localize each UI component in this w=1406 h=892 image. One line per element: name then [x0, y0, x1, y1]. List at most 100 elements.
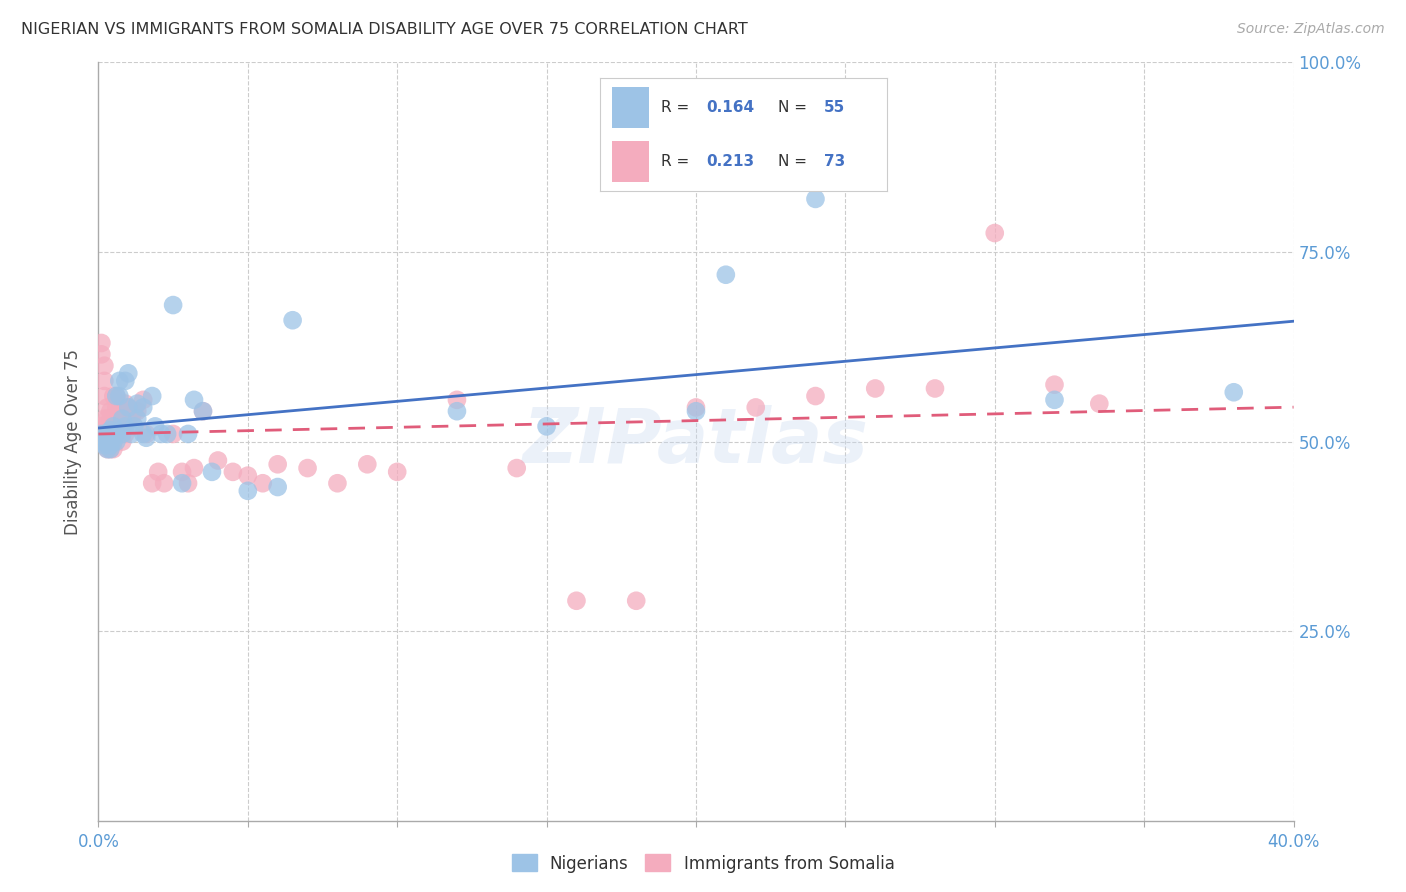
Point: [626, 594, 648, 608]
Point: [132, 392, 155, 407]
Point: [162, 427, 184, 442]
Point: [156, 427, 179, 442]
Point: [90, 427, 112, 442]
Point: [132, 427, 155, 442]
Point: [93, 374, 115, 388]
Point: [98, 404, 122, 418]
Point: [183, 392, 205, 407]
Point: [96, 442, 118, 457]
Point: [1043, 392, 1066, 407]
Point: [148, 465, 170, 479]
Point: [1043, 377, 1066, 392]
Point: [105, 401, 128, 415]
Point: [141, 476, 163, 491]
Legend: Nigerians, Immigrants from Somalia: Nigerians, Immigrants from Somalia: [505, 847, 901, 880]
Point: [150, 427, 173, 442]
Point: [143, 419, 166, 434]
Point: [96, 442, 118, 457]
Point: [984, 226, 1007, 240]
Point: [96, 427, 118, 442]
Point: [108, 374, 131, 388]
Point: [127, 396, 149, 410]
Point: [93, 359, 115, 373]
Point: [108, 419, 131, 434]
Point: [120, 427, 142, 442]
Point: [90, 419, 112, 434]
Point: [105, 389, 128, 403]
Point: [103, 419, 125, 434]
Point: [98, 423, 122, 437]
Point: [90, 434, 112, 449]
Point: [93, 427, 115, 442]
Point: [804, 389, 827, 403]
Point: [124, 419, 146, 434]
Point: [924, 382, 946, 396]
Point: [536, 419, 558, 434]
Point: [281, 313, 304, 327]
Point: [685, 401, 707, 415]
Point: [96, 431, 118, 445]
Point: [236, 468, 259, 483]
Point: [114, 396, 136, 410]
Point: [120, 412, 142, 426]
Point: [103, 434, 125, 449]
Point: [103, 434, 125, 449]
Point: [267, 480, 290, 494]
Point: [267, 458, 290, 472]
Point: [103, 427, 125, 442]
Point: [103, 389, 125, 403]
Point: [98, 438, 122, 452]
Point: [105, 434, 128, 449]
Point: [385, 465, 409, 479]
Point: [96, 434, 118, 449]
Point: [111, 434, 134, 449]
Point: [446, 404, 468, 418]
Point: [141, 389, 163, 403]
Point: [1088, 396, 1111, 410]
Point: [1223, 385, 1246, 400]
Point: [127, 404, 149, 418]
Point: [356, 458, 378, 472]
Point: [714, 268, 737, 282]
Point: [745, 401, 768, 415]
Point: [114, 427, 136, 442]
Point: [90, 347, 112, 361]
Point: [191, 404, 214, 418]
Point: [108, 389, 131, 403]
Point: [111, 401, 134, 415]
Point: [103, 419, 125, 434]
Point: [172, 476, 194, 491]
Point: [98, 442, 122, 457]
Point: [135, 431, 157, 445]
Text: Source: ZipAtlas.com: Source: ZipAtlas.com: [1237, 22, 1385, 37]
Point: [117, 412, 139, 426]
Point: [114, 374, 136, 388]
Point: [93, 434, 115, 449]
Point: [326, 476, 349, 491]
Point: [162, 298, 184, 312]
Point: [103, 442, 125, 457]
Point: [132, 401, 155, 415]
Point: [446, 392, 468, 407]
Point: [98, 434, 122, 449]
Point: [153, 476, 176, 491]
Text: ZIPatlas: ZIPatlas: [523, 405, 869, 478]
Point: [222, 465, 245, 479]
Point: [93, 389, 115, 403]
Point: [117, 401, 139, 415]
Point: [98, 434, 122, 449]
Point: [90, 427, 112, 442]
Point: [117, 366, 139, 380]
Point: [96, 401, 118, 415]
Point: [117, 401, 139, 415]
Point: [93, 438, 115, 452]
Point: [93, 431, 115, 445]
Point: [96, 412, 118, 426]
Point: [804, 192, 827, 206]
Point: [127, 412, 149, 426]
Point: [191, 404, 214, 418]
Point: [135, 427, 157, 442]
Point: [105, 427, 128, 442]
Text: NIGERIAN VS IMMIGRANTS FROM SOMALIA DISABILITY AGE OVER 75 CORRELATION CHART: NIGERIAN VS IMMIGRANTS FROM SOMALIA DISA…: [21, 22, 748, 37]
Point: [236, 483, 259, 498]
